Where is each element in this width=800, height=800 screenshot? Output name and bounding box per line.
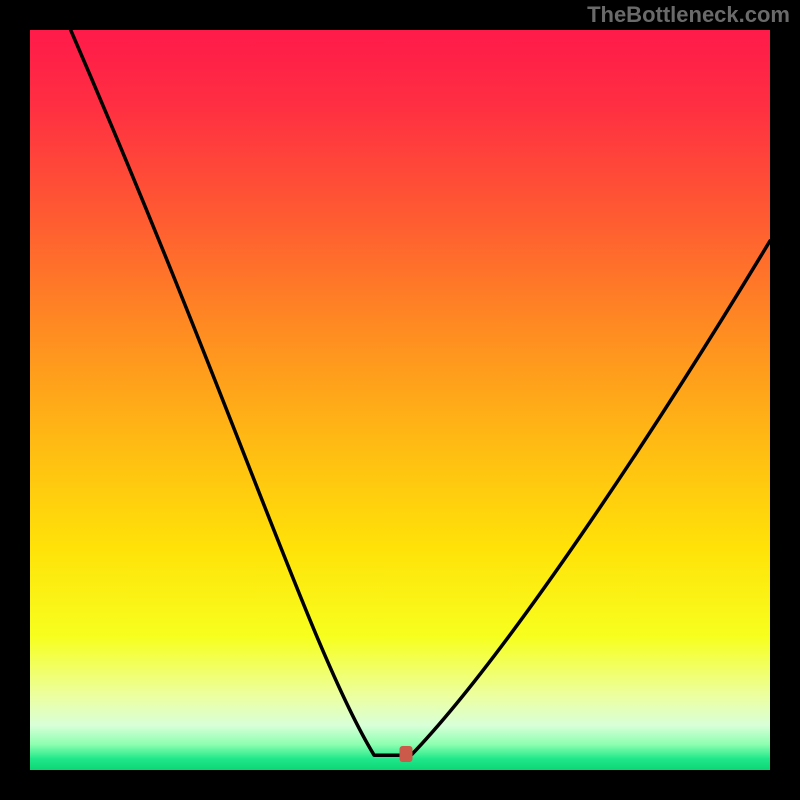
watermark-text: TheBottleneck.com <box>587 2 790 28</box>
bottleneck-curve <box>30 30 770 770</box>
valley-marker <box>399 746 412 762</box>
curve-path <box>71 30 770 755</box>
chart-frame: TheBottleneck.com <box>0 0 800 800</box>
plot-area <box>30 30 770 770</box>
